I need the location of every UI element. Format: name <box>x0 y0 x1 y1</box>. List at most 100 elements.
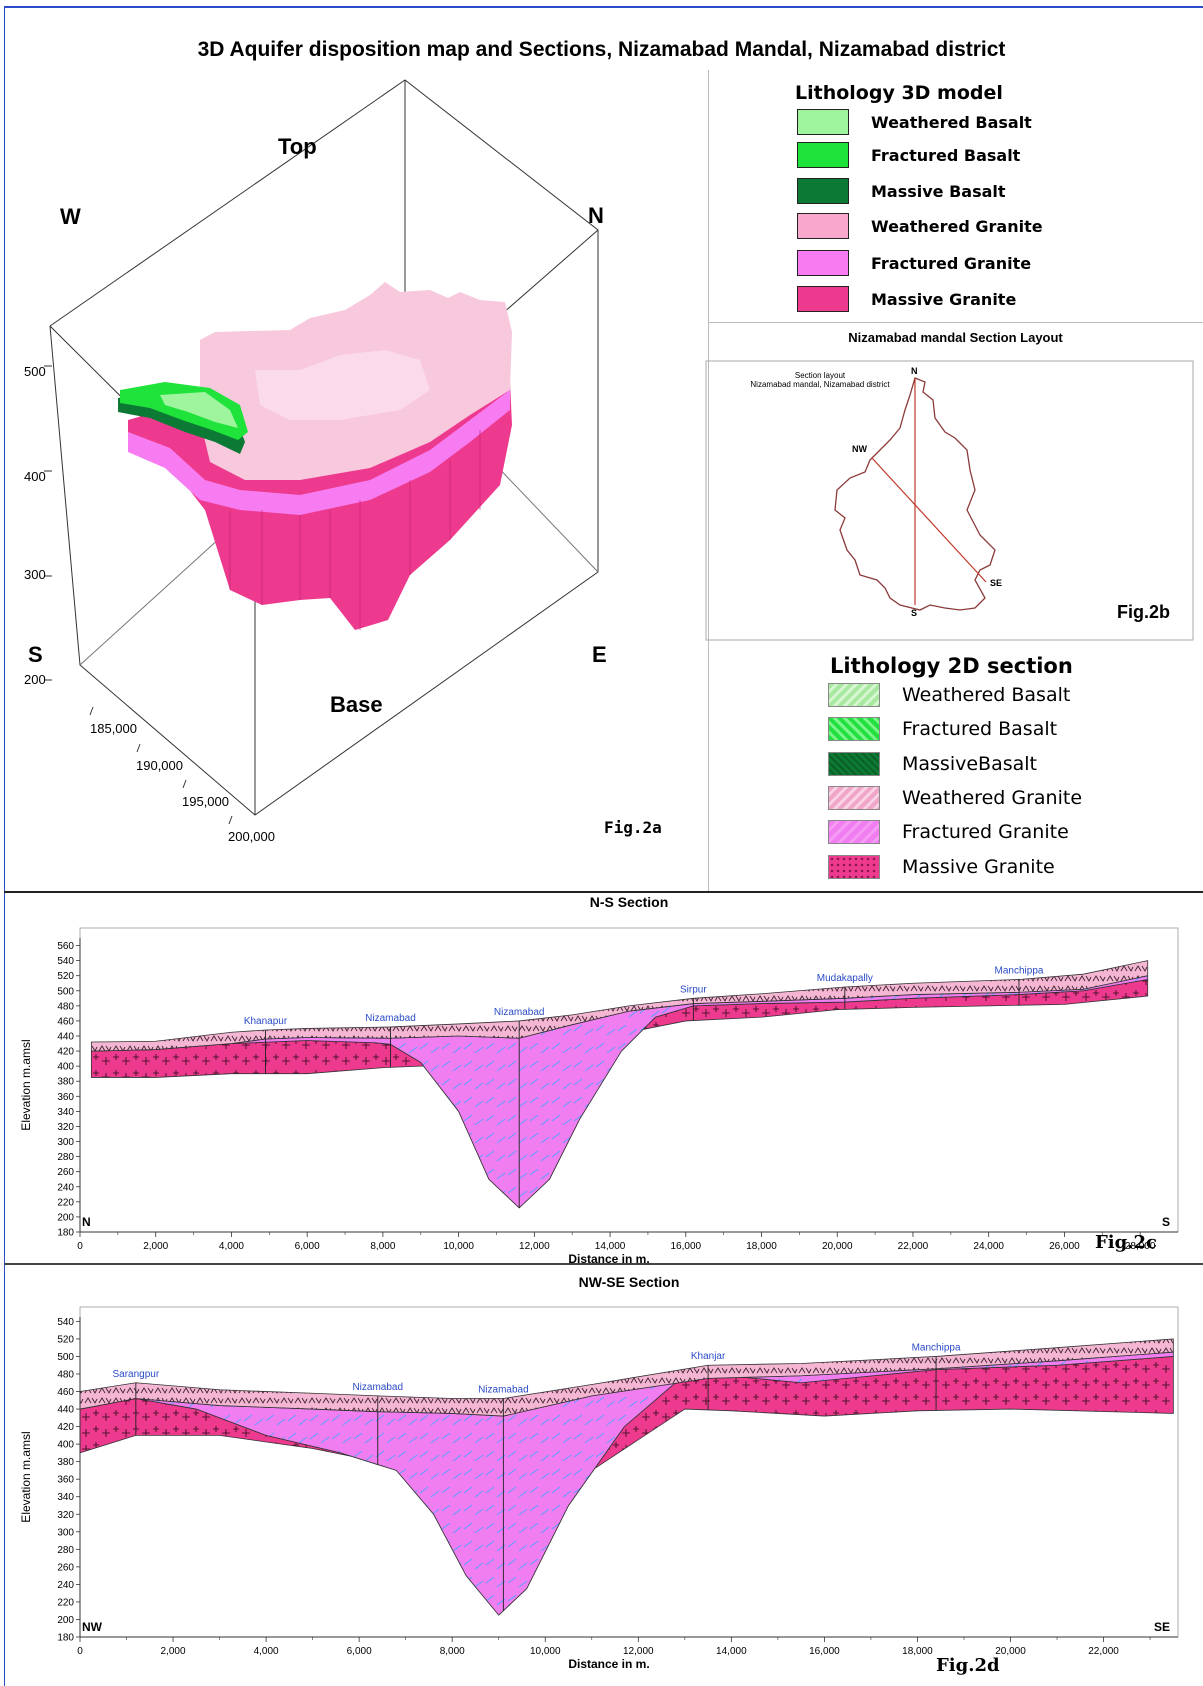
place-label: Nizamabad <box>478 1385 529 1396</box>
x-tick-label: 10,000 <box>530 1646 561 1657</box>
legend3d-swatch <box>797 286 849 312</box>
section-title: NW-SE Section <box>579 1274 680 1290</box>
layout-map-border <box>705 360 1194 641</box>
y-tick-label: 340 <box>57 1492 74 1503</box>
x-tick-label: 0 <box>77 1241 83 1252</box>
legend3d-item: Massive Basalt <box>797 177 1006 205</box>
y-tick-label: 280 <box>57 1152 74 1163</box>
legend2d-item: Massive Granite <box>828 853 1055 881</box>
y-tick-label: 500 <box>57 986 74 997</box>
y-tick-label: 220 <box>57 1597 74 1608</box>
fig2a-3d-model: Top Base W N S E 500 400 300 200 185,000… <box>24 79 607 844</box>
layout-point-n: N <box>911 366 918 376</box>
legend3d-swatch <box>797 250 849 276</box>
frame-divider-right-mid <box>708 322 1203 323</box>
fig2a-label-s: S <box>28 642 43 667</box>
x-tick-label: 22,000 <box>1088 1646 1119 1657</box>
basalt-fractured <box>120 382 248 440</box>
y-tick-label: 240 <box>57 1182 74 1193</box>
y-tick-label: 400 <box>57 1440 74 1451</box>
x-tick-label: 4,000 <box>219 1241 244 1252</box>
place-label: Khanapur <box>244 1016 288 1027</box>
legend3d-label: Weathered Basalt <box>871 112 1032 132</box>
x-tick-label: 28,000 <box>1125 1241 1156 1252</box>
y-tick-label: 300 <box>57 1527 74 1538</box>
y-tick-label: 200 <box>57 1615 74 1626</box>
legend3d-item: Weathered Basalt <box>797 108 1032 136</box>
legend3d-label: Fractured Basalt <box>871 145 1021 165</box>
section-end-left: NW <box>82 1620 103 1634</box>
y-tick-label: 440 <box>57 1405 74 1416</box>
x-tick-label: 24,000 <box>973 1241 1004 1252</box>
page-title: 3D Aquifer disposition map and Sections,… <box>197 38 1006 61</box>
y-tick-label: 520 <box>57 971 74 982</box>
x-tick-label: 14,000 <box>595 1241 626 1252</box>
legend3d-item: Fractured Basalt <box>797 141 1020 169</box>
y-tick-label: 200 <box>57 1212 74 1223</box>
y-tick-label: 420 <box>57 1047 74 1058</box>
frame-divider-right-col <box>708 70 709 891</box>
legend3d-swatch <box>797 109 849 135</box>
y-tick-label: 380 <box>57 1077 74 1088</box>
legend2d-swatch <box>828 786 880 810</box>
y-axis-title: Elevation m.amsl <box>19 1039 33 1130</box>
x-tick-label: 8,000 <box>440 1646 465 1657</box>
weathered-granite-layer <box>90 960 1149 1052</box>
legend2d-label: Massive Granite <box>902 856 1055 878</box>
x-tick-label: 20,000 <box>822 1241 853 1252</box>
place-label: Manchippa <box>912 1342 961 1353</box>
frame-divider-top <box>4 6 1203 8</box>
x-tick-label: 12,000 <box>623 1646 654 1657</box>
fig2c-label: Fig.2c <box>1095 1232 1157 1253</box>
x-tick-label: 18,000 <box>902 1646 933 1657</box>
place-label: Mudakapally <box>817 973 873 984</box>
place-label: Nizamabad <box>352 1382 403 1393</box>
granite-columns <box>229 430 481 630</box>
y-tick: 190,000 <box>136 758 183 773</box>
legend2d-item: Weathered Basalt <box>828 681 1070 709</box>
fig2a-z-ticks: 500 400 300 200 <box>24 364 46 687</box>
fig2b-layout-map: Section layout Nizamabad mandal, Nizamab… <box>705 360 1194 641</box>
x-tick-label: 0 <box>77 1646 83 1657</box>
layout-point-s: S <box>911 608 917 618</box>
x-tick-label: 20,000 <box>995 1646 1026 1657</box>
legend3d-item: Fractured Granite <box>797 249 1031 277</box>
legend3d-title: Lithology 3D model <box>795 82 1003 104</box>
legend2d-swatch <box>828 683 880 707</box>
layout-map-heading: Nizamabad mandal Section Layout <box>848 330 1063 345</box>
legend3d-label: Massive Basalt <box>871 181 1006 201</box>
x-tick-label: 16,000 <box>670 1241 701 1252</box>
frame-divider-middle <box>4 891 1203 893</box>
legend2d-label: MassiveBasalt <box>902 753 1037 775</box>
fig2a-terrain <box>118 282 512 630</box>
y-tick-label: 180 <box>57 1633 74 1644</box>
y-axis-title: Elevation m.amsl <box>19 1431 33 1522</box>
x-tick-label: 6,000 <box>347 1646 372 1657</box>
y-tick-label: 540 <box>57 956 74 967</box>
legend3d-swatch <box>797 178 849 204</box>
legend2d-item: Fractured Basalt <box>828 715 1057 743</box>
y-tick-label: 320 <box>57 1122 74 1133</box>
y-tick-label: 340 <box>57 1107 74 1118</box>
y-tick-label: 500 <box>57 1352 74 1363</box>
z-tick: 300 <box>24 567 46 582</box>
section-title: N-S Section <box>590 894 669 910</box>
fig2a-y-ticks: 185,000 190,000 195,000 200,000 <box>90 721 275 844</box>
legend2d-item: Fractured Granite <box>828 818 1069 846</box>
y-tick: 200,000 <box>228 829 275 844</box>
place-label: Khanjar <box>691 1351 726 1362</box>
fig2d-label: Fig.2d <box>936 1655 1000 1676</box>
layout-inner-title-2: Nizamabad mandal, Nizamabad district <box>750 380 890 389</box>
place-label: Manchippa <box>995 965 1044 976</box>
y-tick-label: 240 <box>57 1580 74 1591</box>
x-axis-title: Distance in m. <box>568 1657 649 1671</box>
y-tick-label: 280 <box>57 1545 74 1556</box>
section-end-right: S <box>1162 1215 1170 1229</box>
mandal-outline <box>834 377 996 611</box>
x-tick-label: 26,000 <box>1049 1241 1080 1252</box>
fig2a-axis-ticks <box>44 365 52 681</box>
legend3d-item: Massive Granite <box>797 285 1016 313</box>
x-tick-label: 14,000 <box>716 1646 747 1657</box>
legend2d-label: Weathered Granite <box>902 787 1083 809</box>
x-tick-label: 10,000 <box>443 1241 474 1252</box>
